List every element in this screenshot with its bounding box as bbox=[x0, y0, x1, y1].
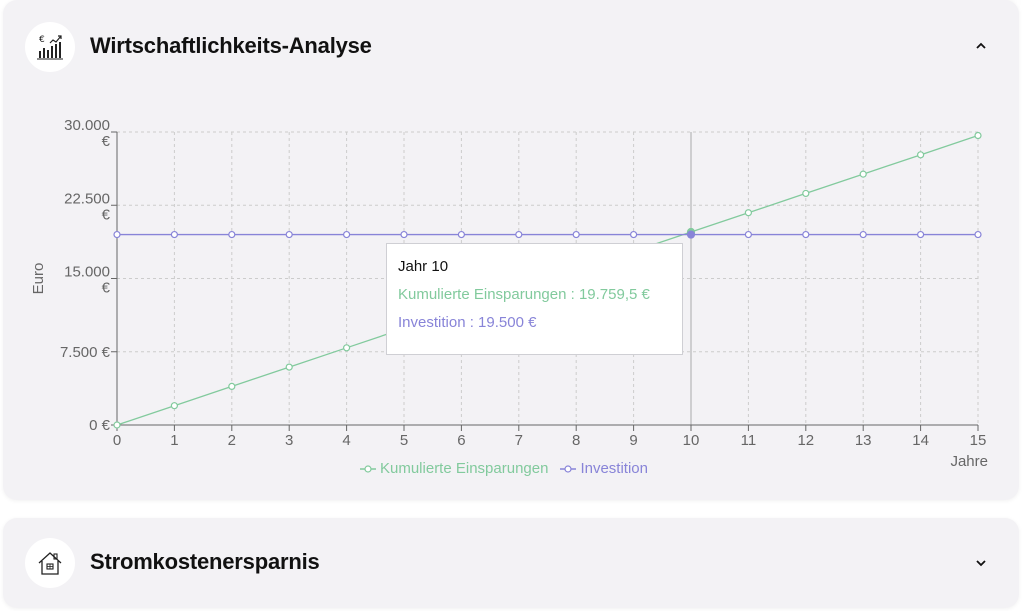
data-point-investment bbox=[859, 230, 867, 239]
y-tick-label: 22.500 € bbox=[64, 190, 111, 223]
data-point-savings bbox=[228, 382, 236, 391]
y-tick-label: 7.500 € bbox=[60, 344, 111, 361]
data-point-savings bbox=[859, 170, 867, 178]
x-tick-label: 12 bbox=[797, 432, 814, 449]
data-point-savings bbox=[744, 209, 753, 217]
y-tick-label: 30.000 € bbox=[64, 117, 111, 150]
x-tick-label: 9 bbox=[629, 432, 637, 449]
data-point-investment bbox=[400, 230, 408, 239]
x-tick-label: 10 bbox=[683, 432, 700, 449]
data-point-investment bbox=[113, 230, 121, 239]
y-axis-label: Euro bbox=[30, 263, 47, 295]
data-point-investment bbox=[572, 230, 580, 239]
chart-euro-icon: € bbox=[25, 22, 75, 72]
data-point-savings bbox=[343, 344, 351, 352]
data-point-savings bbox=[285, 363, 293, 371]
data-point-investment bbox=[802, 230, 810, 239]
data-point-investment bbox=[686, 230, 696, 239]
data-point-savings bbox=[974, 131, 982, 140]
data-point-investment bbox=[515, 230, 523, 239]
x-tick-label: 14 bbox=[912, 432, 929, 449]
data-point-investment bbox=[629, 230, 638, 239]
electricity-savings-card: Stromkostenersparnis bbox=[3, 518, 1019, 608]
x-tick-label: 3 bbox=[285, 432, 293, 449]
svg-text:€: € bbox=[39, 35, 45, 45]
data-point-savings bbox=[916, 151, 925, 159]
chart-legend: Kumulierte Einsparungen Investition bbox=[360, 460, 648, 477]
data-point-investment bbox=[285, 230, 293, 239]
x-tick-label: 2 bbox=[228, 432, 236, 449]
data-point-savings bbox=[113, 421, 121, 429]
legend-label-savings: Kumulierte Einsparungen bbox=[380, 460, 549, 477]
legend-line-savings-icon bbox=[360, 464, 376, 473]
tooltip-row-savings: Kumulierte Einsparungen : 19.759,5 € bbox=[398, 286, 650, 303]
electricity-savings-header[interactable]: Stromkostenersparnis bbox=[3, 518, 1019, 611]
x-tick-label: 5 bbox=[400, 432, 408, 449]
data-point-savings bbox=[170, 402, 178, 410]
card-title: Stromkostenersparnis bbox=[90, 549, 320, 574]
data-point-investment bbox=[343, 230, 351, 239]
x-tick-label: 1 bbox=[170, 432, 178, 449]
x-tick-label: 8 bbox=[572, 432, 580, 449]
x-tick-label: 0 bbox=[113, 432, 121, 449]
chevron-up-icon[interactable] bbox=[973, 38, 989, 54]
tooltip-row-investment: Investition : 19.500 € bbox=[398, 314, 537, 331]
chart-tooltip: Jahr 10 Kumulierte Einsparungen : 19.759… bbox=[386, 243, 683, 355]
legend-item-investment[interactable]: Investition bbox=[560, 460, 648, 477]
x-tick-label: 13 bbox=[855, 432, 872, 449]
data-point-investment bbox=[916, 230, 925, 239]
y-tick-label: 0 € bbox=[89, 417, 111, 434]
tooltip-title: Jahr 10 bbox=[398, 258, 449, 275]
data-point-investment bbox=[228, 230, 236, 239]
chevron-down-icon[interactable] bbox=[973, 555, 989, 571]
x-axis-label: Jahre bbox=[950, 453, 988, 470]
legend-label-investment: Investition bbox=[580, 460, 648, 477]
data-point-investment bbox=[170, 230, 178, 239]
data-point-investment bbox=[457, 230, 465, 239]
card-title: Wirtschaftlichkeits-Analyse bbox=[90, 33, 372, 58]
x-tick-label: 11 bbox=[741, 432, 757, 449]
x-tick-label: 15 bbox=[970, 432, 987, 449]
house-icon bbox=[25, 538, 75, 588]
legend-line-investment-icon bbox=[560, 464, 577, 473]
x-tick-label: 6 bbox=[457, 432, 465, 449]
data-point-investment bbox=[974, 230, 982, 239]
data-point-savings bbox=[802, 189, 810, 198]
x-tick-label: 7 bbox=[515, 432, 523, 449]
y-tick-label: 15.000 € bbox=[64, 264, 111, 297]
legend-item-savings[interactable]: Kumulierte Einsparungen bbox=[360, 460, 548, 477]
x-tick-label: 4 bbox=[342, 432, 350, 449]
economic-analysis-header[interactable]: € Wirtschaftlichkeits-Analyse bbox=[3, 0, 1019, 96]
data-point-investment bbox=[744, 230, 753, 239]
